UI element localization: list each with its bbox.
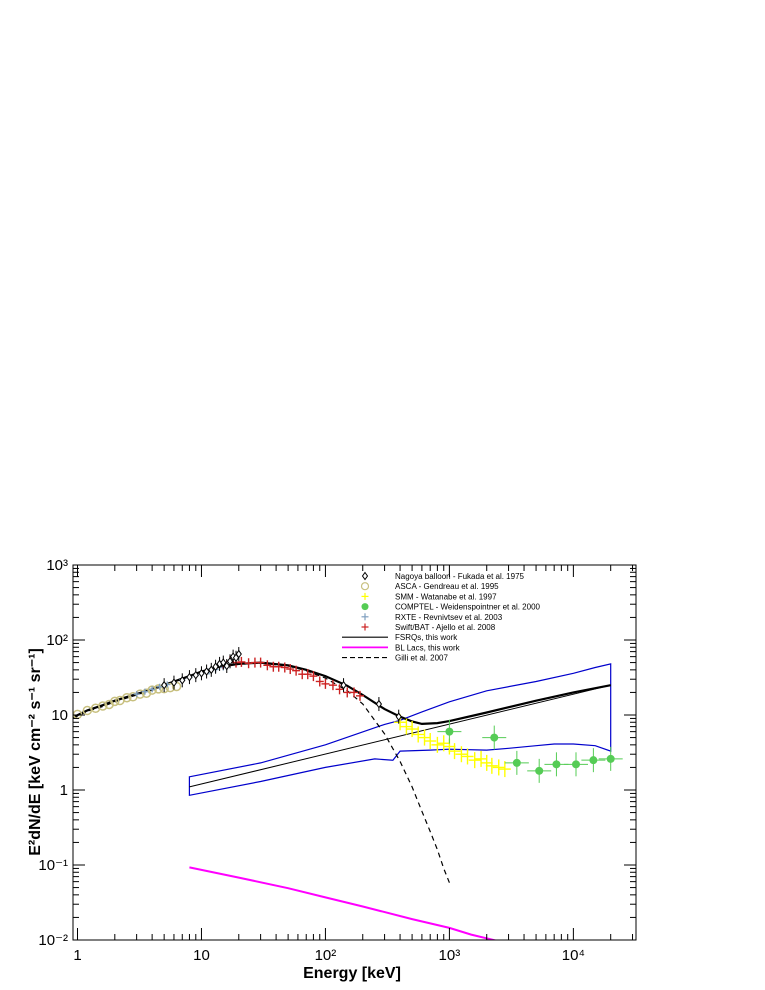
x-tick-labels: 1 10 10² 10³ 10⁴ [73,947,585,964]
asca-point [82,705,93,716]
nagoya-point [186,672,193,682]
nagoya-point [161,680,168,690]
nagoya-point [235,649,242,659]
fsrq-uncertainty-band [188,663,612,797]
legend-label: Gilli et al. 2007 [395,654,448,663]
legend-entry: RXTE - Revnivtsev et al. 2003 [361,613,503,622]
legend-entry: Swift/BAT - Ajello et al. 2008 [361,623,496,632]
asca-point [110,696,120,707]
comptel-point [552,760,561,769]
legend-entry: SMM - Watanabe et al. 1997 [361,592,497,601]
legend-entry: COMPTEL - Weidenspointner et al. 2000 [361,603,541,612]
nagoya-point [340,680,347,690]
legend-label: Swift/BAT - Ajello et al. 2008 [395,623,496,632]
legend-label: RXTE - Revnivtsev et al. 2003 [395,613,503,622]
nagoya-point [208,665,215,675]
y-axis-title: E²dN/dE [keV cm⁻² s⁻¹ sr⁻¹] [27,648,44,856]
fsrq-line [189,684,611,788]
legend-label: SMM - Watanabe et al. 1997 [395,592,497,601]
comptel-point [512,758,521,767]
nagoya-point [179,675,186,685]
x-tick-label: 10⁴ [562,947,585,964]
nagoya-point [203,667,210,676]
legend: Nagoya balloon - Fukada et al. 1975ASCA … [342,571,541,663]
comptel-point [589,756,598,765]
legend-label: FSRQs, this work [395,633,458,642]
legend-marker-dot-icon [361,603,369,611]
asca-point [147,685,157,695]
nagoya-point [223,661,230,671]
comptel-point [445,727,454,736]
plot-frame [72,564,637,941]
y-tick-label: 10³ [46,557,68,574]
x-axis-title: Energy [keV] [303,965,401,982]
nagoya-point [375,699,383,709]
x-tick-label: 1 [73,947,81,964]
nagoya-point [212,662,219,672]
nagoya-point [226,656,234,666]
legend-label: ASCA - Gendreau et al. 1995 [395,582,499,591]
comptel-point [535,766,544,775]
legend-marker-diamond-icon [361,571,369,581]
nagoya-point [220,658,227,667]
nagoya-point [395,712,402,722]
legend-entry: ASCA - Gendreau et al. 1995 [360,582,499,591]
y-tick-label: 10² [46,632,68,649]
nagoya-point [198,668,205,678]
y-tick-label: 10⁻¹ [38,857,68,874]
comptel-point [606,754,615,763]
legend-marker-circle-icon [360,582,370,591]
x-tick-label: 10 [193,947,210,964]
x-tick-label: 10² [315,947,337,964]
comptel-point [572,760,581,769]
legend-label: COMPTEL - Weidenspointner et al. 2000 [395,603,541,612]
asca-point [122,692,132,703]
legend-entry: BL Lacs, this work [342,643,461,652]
asca-point [98,701,108,711]
x-tick-label: 10³ [439,947,461,964]
series-layer [73,647,623,940]
legend-entry: Gilli et al. 2007 [342,654,448,663]
bllac-line [189,866,497,940]
nagoya-point [170,678,178,688]
legend-entry: FSRQs, this work [342,633,458,642]
y-tick-label: 10 [51,707,68,724]
nagoya-point [192,670,199,680]
legend-label: BL Lacs, this work [395,643,461,652]
legend-entry: Nagoya balloon - Fukada et al. 1975 [361,571,525,581]
y-tick-label: 10⁻² [38,932,68,949]
legend-label: Nagoya balloon - Fukada et al. 1975 [395,572,525,581]
y-tick-labels: 10⁻² 10⁻¹ 1 10 10² 10³ [38,557,68,949]
y-tick-label: 1 [60,782,68,799]
ticks-layer [73,564,636,941]
comptel-point [490,733,499,742]
